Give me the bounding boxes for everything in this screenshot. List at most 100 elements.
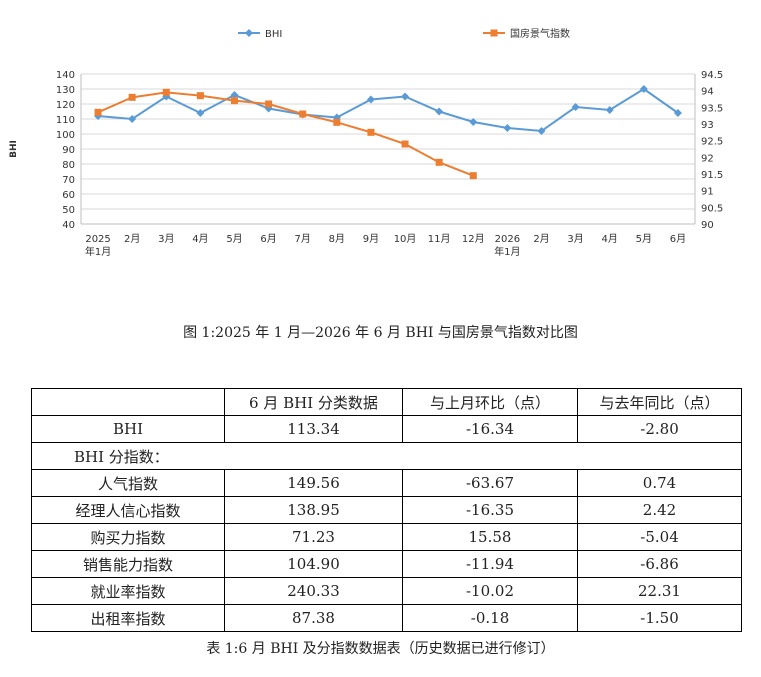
y-right-tick-label: 92 [701,153,714,164]
y-left-tick-label: 130 [56,85,75,96]
data-point [231,97,238,105]
row-mom: -16.34 [402,415,578,443]
data-point [401,140,409,148]
data-point [128,93,136,101]
row-yoy: -1.50 [577,604,742,632]
y-left-tick-label: 90 [62,145,75,156]
table-row: BHI 113.34 -16.34 -2.80 [31,415,742,443]
data-point [196,92,204,100]
y-right-tick-label: 90 [701,220,714,231]
data-point [537,127,546,135]
y-right-tick-label: 93.5 [701,103,723,114]
row-label: 人气指数 [31,469,225,497]
bhi-data-table: 6 月 BHI 分类数据 与上月环比（点） 与去年同比（点） BHI 113.3… [31,388,742,632]
data-point [230,91,239,99]
table-row: 就业率指数 240.33 -10.02 22.31 [31,577,742,605]
row-yoy: -2.80 [577,415,742,443]
data-point [401,92,410,101]
row-value: 113.34 [224,415,403,443]
row-yoy: 2.42 [577,496,742,524]
data-point [571,103,580,111]
x-tick-label: 8月 [329,233,345,245]
data-point [639,85,648,93]
row-yoy: 0.74 [577,469,742,497]
table-header-cell: 与去年同比（点） [577,388,742,416]
table-header-cell: 6 月 BHI 分类数据 [224,388,403,416]
bhi-vs-national-index-chart: 140 130 120 110 100 90 80 70 60 50 40 94.5 94 93.5 93 9… [9,27,723,258]
table-row: 经理人信心指数 138.95 -16.35 2.42 [31,496,742,524]
sub-index-heading: BHI 分指数： [31,442,742,470]
row-value: 138.95 [224,496,403,524]
row-value: 71.23 [224,523,403,551]
x-tick-label: 12月 [462,233,485,245]
row-yoy: -5.04 [577,523,742,551]
y-right-tick-label: 91 [701,187,714,198]
row-value: 149.56 [224,469,403,497]
y-left-tick-label: 50 [62,205,75,216]
y-right-tick-label: 91.5 [701,170,723,181]
row-mom: -0.18 [402,604,578,632]
row-label: 经理人信心指数 [31,496,225,524]
y-axis-label: BHI [9,140,19,158]
y-right-tick-label: 93 [701,120,714,131]
x-tick-label: 2月 [533,233,549,245]
y-left-tick-label: 60 [62,190,75,201]
row-mom: -10.02 [402,577,578,605]
x-tick-label: 5月 [636,233,652,245]
legend-marker [490,29,498,37]
x-tick-label: 2026 年1月 [494,234,520,258]
y-left-tick-label: 110 [56,115,75,126]
data-point [469,172,477,180]
x-tick-label: 9月 [363,233,379,245]
row-mom: -63.67 [402,469,578,497]
y-right-tick-label: 94.5 [701,70,723,81]
table-row: 购买力指数 71.23 15.58 -5.04 [31,523,742,551]
x-tick-label: 10月 [394,233,417,245]
row-value: 240.33 [224,577,403,605]
table-row: 销售能力指数 104.90 -11.94 -6.86 [31,550,742,578]
y-left-tick-label: 100 [56,130,75,141]
y-right-tick-label: 94 [701,87,714,98]
data-point [196,109,205,117]
x-tick-label: 7月 [295,233,311,245]
row-yoy: 22.31 [577,577,742,605]
series-line-bhi [97,87,679,133]
data-point [265,100,273,108]
data-point [469,118,478,126]
x-tick-label: 2025 年1月 [85,234,111,258]
figure-caption: 图 1:2025 年 1 月—2026 年 6 月 BHI 与国房景气指数对比图 [183,325,578,341]
data-point [367,128,375,136]
table-subheading-row: BHI 分指数： [31,442,742,470]
x-tick-label: 5月 [226,233,242,245]
row-label: BHI [31,415,225,443]
row-label: 购买力指数 [31,523,225,551]
legend-label: BHI [265,29,282,40]
table-row: 出租率指数 87.38 -0.18 -1.50 [31,604,742,632]
data-point [435,107,444,116]
data-point [128,115,137,123]
x-tick-label: 3月 [567,233,583,245]
legend-marker [245,29,253,37]
x-tick-label: 4月 [192,233,208,245]
row-label: 就业率指数 [31,577,225,605]
y-left-tick-label: 140 [56,70,75,81]
x-tick-label: 6月 [260,233,276,245]
y-left-tick-label: 70 [62,175,75,186]
row-value: 87.38 [224,604,403,632]
row-yoy: -6.86 [577,550,742,578]
legend-label: 国房景气指数 [510,27,570,40]
table-header-cell [31,388,225,416]
y-left-tick-label: 120 [56,100,75,111]
row-mom: -16.35 [402,496,578,524]
data-point [333,118,341,126]
x-tick-label: 6月 [670,233,686,245]
data-point [503,124,512,132]
row-label: 销售能力指数 [31,550,225,578]
row-label: 出租率指数 [31,604,225,632]
y-right-tick-label: 90.5 [701,203,723,214]
x-tick-label: 2月 [124,233,140,245]
row-mom: -11.94 [402,550,578,578]
table-header-row: 6 月 BHI 分类数据 与上月环比（点） 与去年同比（点） [31,388,742,416]
row-mom: 15.58 [402,523,578,551]
data-point [162,88,170,96]
